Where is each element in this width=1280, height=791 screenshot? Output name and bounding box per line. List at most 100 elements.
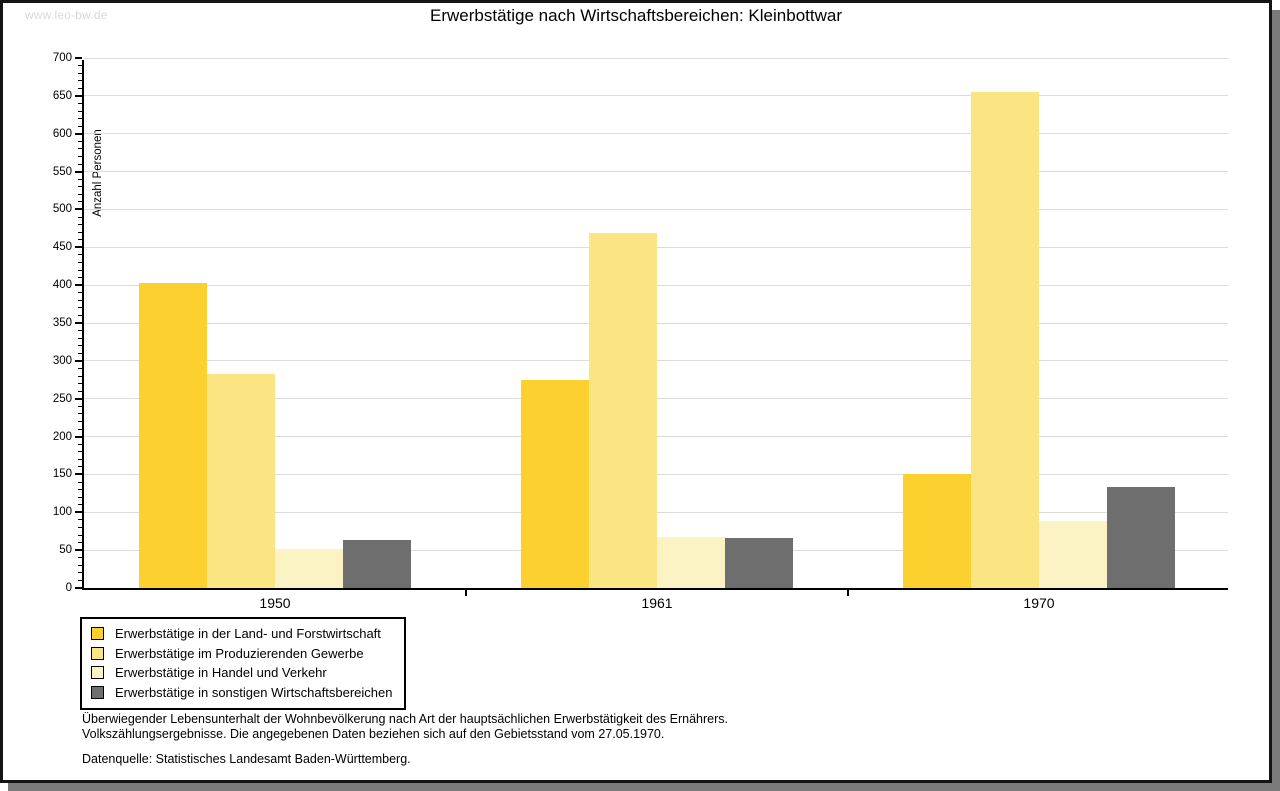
y-axis-major-tick bbox=[75, 57, 82, 59]
y-axis-minor-tick bbox=[78, 337, 82, 339]
y-axis-minor-tick bbox=[78, 466, 82, 468]
y-axis-minor-tick bbox=[78, 390, 82, 392]
y-axis-tick-label: 650 bbox=[52, 89, 72, 102]
bar bbox=[343, 539, 411, 588]
y-axis-minor-tick bbox=[78, 557, 82, 559]
y-axis-minor-tick bbox=[78, 534, 82, 536]
y-axis-tick-label: 700 bbox=[52, 52, 72, 64]
y-axis-tick-label: 500 bbox=[52, 203, 72, 216]
y-axis-minor-tick bbox=[78, 383, 82, 385]
y-axis-minor-tick bbox=[78, 216, 82, 218]
footnote-line-2: Volkszählungsergebnisse. Die angegebenen… bbox=[82, 726, 665, 741]
gridline bbox=[84, 57, 1228, 59]
y-axis-tick-label: 200 bbox=[52, 430, 72, 443]
y-axis-minor-tick bbox=[78, 254, 82, 256]
y-axis-tick-label: 250 bbox=[52, 392, 72, 405]
bar bbox=[903, 474, 971, 588]
legend-swatch bbox=[91, 666, 104, 680]
y-axis-minor-tick bbox=[78, 443, 82, 445]
y-axis-minor-tick bbox=[78, 110, 82, 112]
y-axis-minor-tick bbox=[78, 140, 82, 142]
y-axis-minor-tick bbox=[78, 125, 82, 127]
y-axis-minor-tick bbox=[78, 405, 82, 407]
y-axis-tick-label: 450 bbox=[52, 241, 72, 254]
bar bbox=[725, 538, 793, 588]
gridline bbox=[84, 133, 1228, 135]
legend-label: Erwerbstätige in Handel und Verkehr bbox=[115, 665, 327, 681]
bar bbox=[1039, 521, 1107, 588]
y-axis-major-tick bbox=[75, 284, 82, 287]
footnote-text: Überwiegender Lebensunterhalt der Wohnbe… bbox=[82, 712, 728, 741]
y-axis-minor-tick bbox=[78, 201, 82, 203]
gridline bbox=[84, 171, 1228, 173]
y-axis-minor-tick bbox=[78, 299, 82, 301]
y-axis-minor-tick bbox=[78, 269, 82, 271]
y-axis-minor-tick bbox=[78, 224, 82, 226]
legend-row: Erwerbstätige in Handel und Verkehr bbox=[91, 663, 392, 683]
y-axis-minor-tick bbox=[78, 330, 82, 332]
legend-label: Erwerbstätige in sonstigen Wirtschaftsbe… bbox=[115, 684, 393, 700]
bar bbox=[139, 282, 207, 588]
y-axis-minor-tick bbox=[78, 519, 82, 521]
x-axis-boundary-tick bbox=[847, 590, 849, 596]
y-axis-minor-tick bbox=[78, 239, 82, 241]
y-axis-minor-tick bbox=[78, 307, 82, 309]
y-axis-major-tick bbox=[75, 359, 82, 362]
y-axis-major-tick bbox=[75, 397, 82, 400]
y-axis-minor-tick bbox=[78, 451, 82, 453]
y-axis-minor-tick bbox=[78, 102, 82, 104]
y-axis-major-tick bbox=[75, 473, 82, 476]
bar bbox=[971, 92, 1039, 588]
y-axis-minor-tick bbox=[78, 65, 82, 67]
y-axis-minor-tick bbox=[78, 277, 82, 279]
legend-row: Erwerbstätige in der Land- und Forstwirt… bbox=[91, 624, 392, 644]
footnote-source: Datenquelle: Statistisches Landesamt Bad… bbox=[82, 752, 411, 766]
y-axis-tick-label: 350 bbox=[52, 317, 72, 329]
y-axis-minor-tick bbox=[78, 292, 82, 294]
y-axis-major-tick bbox=[75, 587, 82, 589]
y-axis-minor-tick bbox=[78, 375, 82, 377]
y-axis-minor-tick bbox=[78, 163, 82, 165]
y-axis-major-tick bbox=[75, 170, 82, 173]
y-axis-minor-tick bbox=[78, 542, 82, 544]
y-axis-major-tick bbox=[75, 246, 82, 249]
bar bbox=[657, 536, 725, 588]
y-axis-tick-label: 400 bbox=[52, 279, 72, 292]
y-axis-minor-tick bbox=[78, 564, 82, 566]
y-axis-major-tick bbox=[75, 208, 82, 211]
legend-swatch bbox=[91, 646, 104, 660]
watermark: www.leo-bw.de bbox=[25, 8, 108, 22]
y-axis-minor-tick bbox=[78, 80, 82, 82]
y-axis-minor-tick bbox=[78, 367, 82, 369]
y-axis-tick-label: 550 bbox=[52, 165, 72, 178]
legend-row: Erwerbstätige im Produzierenden Gewerbe bbox=[91, 644, 392, 664]
bar bbox=[589, 232, 657, 588]
footnote-line-1: Überwiegender Lebensunterhalt der Wohnbe… bbox=[82, 712, 728, 726]
y-axis-minor-tick bbox=[78, 87, 82, 89]
y-axis-major-tick bbox=[75, 322, 82, 324]
chart-title: Erwerbstätige nach Wirtschaftsbereichen:… bbox=[430, 6, 842, 25]
y-axis-minor-tick bbox=[78, 231, 82, 233]
y-axis-minor-tick bbox=[78, 526, 82, 528]
x-axis-category-label: 1961 bbox=[641, 595, 673, 611]
y-axis-minor-tick bbox=[78, 413, 82, 415]
y-axis-minor-tick bbox=[78, 314, 82, 316]
y-axis-major-tick bbox=[75, 132, 82, 135]
x-axis-boundary-tick bbox=[465, 590, 467, 596]
y-axis-tick-label: 0 bbox=[65, 582, 72, 594]
y-axis-minor-tick bbox=[78, 155, 82, 157]
legend-swatch bbox=[91, 685, 104, 699]
y-axis-minor-tick bbox=[78, 352, 82, 354]
y-axis-minor-tick bbox=[78, 458, 82, 460]
x-axis-category-label: 1970 bbox=[1023, 595, 1055, 611]
y-axis-major-tick bbox=[75, 549, 82, 552]
legend-label: Erwerbstätige im Produzierenden Gewerbe bbox=[115, 645, 364, 661]
y-axis-major-tick bbox=[75, 435, 82, 438]
y-axis-minor-tick bbox=[78, 72, 82, 74]
y-axis-minor-tick bbox=[78, 148, 82, 150]
y-axis-minor-tick bbox=[78, 489, 82, 491]
bar bbox=[275, 548, 343, 588]
y-axis-minor-tick bbox=[78, 261, 82, 263]
y-axis-minor-tick bbox=[78, 572, 82, 574]
